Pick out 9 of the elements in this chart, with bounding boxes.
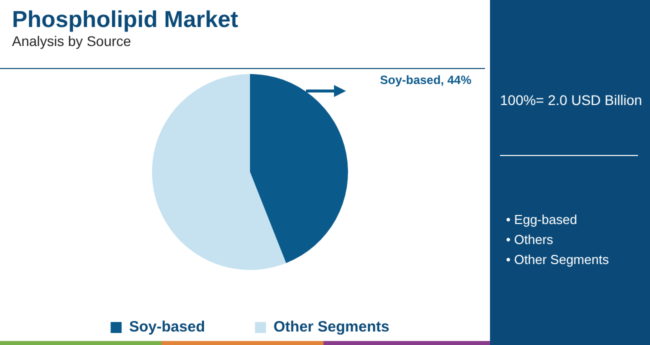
text: • Egg-based bbox=[506, 211, 578, 229]
text: • Others bbox=[506, 231, 554, 249]
text: Soy-based, 44% bbox=[380, 73, 472, 87]
text: • Other Segments bbox=[506, 251, 609, 269]
chart-subtitle: Analysis by Source bbox=[12, 33, 132, 49]
legend-label: Other Segments bbox=[274, 318, 390, 336]
text: 100%= 2.0 USD Billion bbox=[500, 92, 642, 108]
legend-label: Soy-based bbox=[129, 318, 205, 336]
chart-title: Phospholipid Market bbox=[12, 6, 238, 33]
